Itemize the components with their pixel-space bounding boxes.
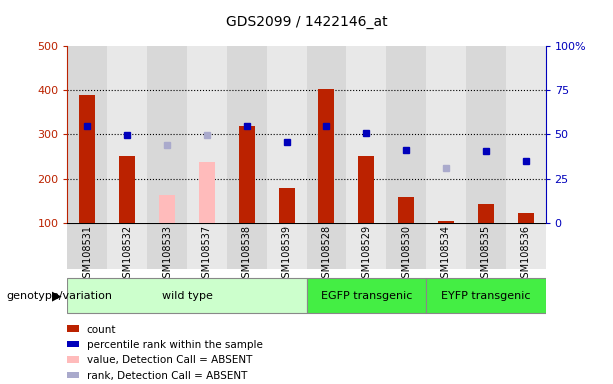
Bar [478,204,494,223]
Bar [306,46,346,223]
Bar [187,46,227,223]
Bar [358,156,374,223]
Text: EGFP transgenic: EGFP transgenic [321,291,412,301]
Text: GSM108534: GSM108534 [441,225,451,284]
Bar [107,46,147,223]
Text: genotype/variation: genotype/variation [6,291,112,301]
Bar [120,156,135,223]
Text: GSM108539: GSM108539 [281,225,292,284]
Text: GSM108532: GSM108532 [122,225,132,284]
Bar [67,341,80,347]
Bar [159,195,175,223]
Bar [426,223,466,269]
Text: GSM108538: GSM108538 [242,225,252,284]
Bar [319,89,335,223]
Bar [187,223,227,269]
Bar [67,326,80,332]
Text: GSM108535: GSM108535 [481,225,491,284]
Text: GDS2099 / 1422146_at: GDS2099 / 1422146_at [226,15,387,29]
Text: GSM108530: GSM108530 [401,225,411,284]
Bar [278,188,294,223]
Bar [466,223,506,269]
Bar [306,278,426,313]
Text: rank, Detection Call = ABSENT: rank, Detection Call = ABSENT [86,371,247,381]
Text: percentile rank within the sample: percentile rank within the sample [86,340,262,350]
Bar [346,223,386,269]
Bar [147,46,187,223]
Bar [199,162,215,223]
Bar [398,197,414,223]
Bar [67,223,107,269]
Bar [466,46,506,223]
Bar [306,223,346,269]
Text: GSM108529: GSM108529 [361,225,371,284]
Bar [506,46,546,223]
Text: ▶: ▶ [51,289,61,302]
Bar [267,223,306,269]
Bar [517,213,533,223]
Text: GSM108536: GSM108536 [520,225,531,284]
Text: GSM108528: GSM108528 [321,225,332,284]
Bar [426,46,466,223]
Text: count: count [86,325,116,335]
Bar [80,94,96,223]
Bar [107,223,147,269]
Bar [67,356,80,362]
Bar [67,372,80,378]
Text: EYFP transgenic: EYFP transgenic [441,291,531,301]
Bar [67,278,306,313]
Bar [239,126,255,223]
Bar [147,223,187,269]
Text: GSM108533: GSM108533 [162,225,172,284]
Text: GSM108531: GSM108531 [82,225,93,284]
Bar [227,223,267,269]
Text: GSM108537: GSM108537 [202,225,212,284]
Text: wild type: wild type [162,291,212,301]
Bar [346,46,386,223]
Bar [506,223,546,269]
Bar [267,46,306,223]
Bar [386,46,426,223]
Bar [227,46,267,223]
Text: value, Detection Call = ABSENT: value, Detection Call = ABSENT [86,356,252,366]
Bar [386,223,426,269]
Bar [67,46,107,223]
Bar [426,278,546,313]
Bar [438,222,454,223]
